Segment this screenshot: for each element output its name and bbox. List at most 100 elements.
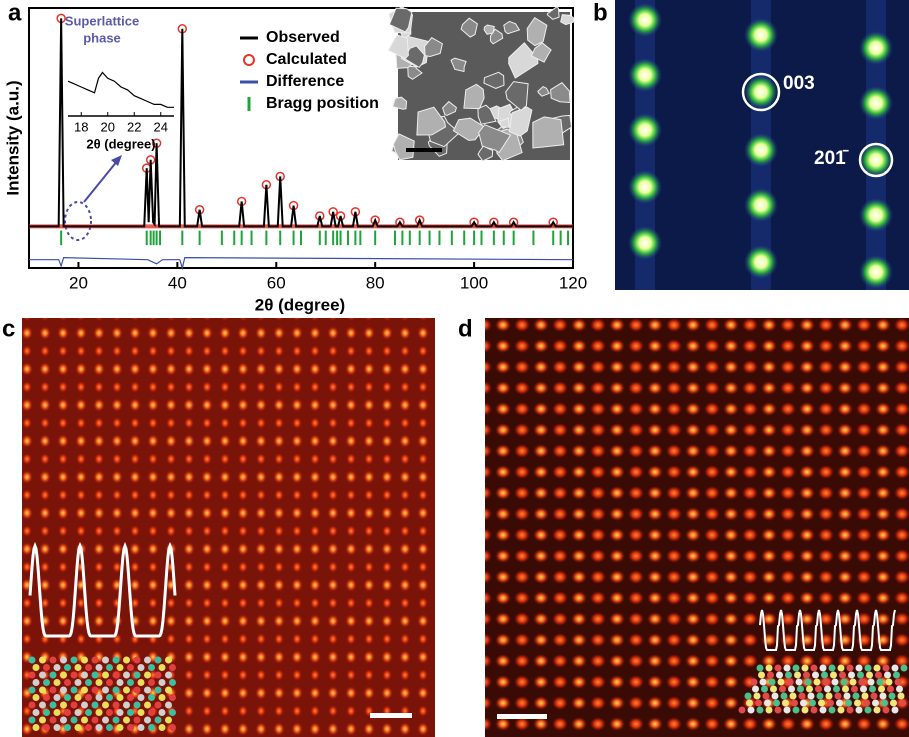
- atom: [878, 685, 885, 693]
- atom: [53, 694, 61, 701]
- atom: [810, 706, 818, 714]
- atom: [774, 664, 782, 672]
- atom: [837, 706, 845, 714]
- grain: [392, 133, 415, 161]
- atom: [81, 686, 88, 694]
- atom: [39, 686, 46, 694]
- grain: [503, 20, 521, 35]
- atom: [849, 678, 857, 686]
- atom: [70, 701, 78, 709]
- atom: [127, 694, 134, 701]
- atom: [28, 701, 36, 709]
- atom: [758, 671, 765, 679]
- atom: [49, 686, 57, 694]
- atom: [756, 706, 764, 714]
- atom: [106, 679, 113, 686]
- atom: [137, 694, 145, 701]
- atom: [165, 656, 172, 664]
- atom: [840, 678, 848, 686]
- calculated-point: [414, 215, 425, 225]
- atom: [768, 678, 776, 686]
- atom: [74, 664, 82, 671]
- atom: [864, 706, 872, 714]
- stem-overlay: [738, 609, 908, 714]
- atom: [813, 678, 821, 686]
- atom: [804, 678, 812, 686]
- grain: [477, 145, 494, 162]
- atom: [148, 679, 155, 686]
- observed-line: [29, 18, 573, 228]
- atom: [112, 656, 120, 664]
- diffraction-spot: [628, 3, 662, 37]
- diffraction-spot: [744, 133, 778, 167]
- atom: [102, 656, 109, 664]
- atom: [794, 671, 801, 679]
- atom: [165, 716, 172, 724]
- atom: [887, 685, 894, 693]
- atom: [70, 716, 78, 724]
- atom: [864, 664, 872, 672]
- panel-label: c: [2, 315, 15, 342]
- atom: [885, 678, 893, 686]
- atom: [154, 686, 162, 694]
- atom: [60, 686, 67, 694]
- atom: [752, 685, 759, 693]
- atom: [32, 694, 40, 701]
- grain: [478, 124, 512, 154]
- atom: [32, 724, 40, 731]
- diffraction-spot: [859, 255, 893, 289]
- atom: [873, 664, 881, 672]
- atom: [102, 686, 109, 694]
- atom: [144, 686, 151, 694]
- atom: [102, 716, 109, 724]
- atom: [91, 716, 99, 724]
- atom: [852, 692, 860, 700]
- atom: [39, 701, 46, 709]
- atom: [756, 664, 764, 672]
- atom: [801, 664, 809, 672]
- atom: [158, 694, 166, 701]
- atom: [112, 686, 120, 694]
- atom: [158, 664, 166, 671]
- atom: [32, 679, 40, 686]
- x-tick-label: 20: [69, 273, 88, 292]
- atom: [154, 701, 162, 709]
- atom: [824, 685, 831, 693]
- atom: [792, 706, 800, 714]
- atom: [106, 694, 113, 701]
- atom: [761, 685, 768, 693]
- atom: [123, 716, 130, 724]
- atom: [750, 678, 758, 686]
- atom: [759, 678, 767, 686]
- atom: [137, 679, 145, 686]
- atom: [836, 699, 843, 707]
- scale-bar: [497, 714, 547, 719]
- atom: [39, 671, 46, 679]
- atom: [137, 724, 145, 731]
- atom: [106, 664, 113, 671]
- atom: [843, 692, 851, 700]
- atom: [816, 692, 824, 700]
- atom: [49, 671, 57, 679]
- atom: [879, 692, 887, 700]
- atom: [819, 664, 827, 672]
- grain: [499, 117, 510, 128]
- atom: [74, 709, 82, 716]
- atom: [800, 699, 807, 707]
- atom: [897, 692, 905, 700]
- inset-line: [67, 71, 174, 108]
- inset-title: phase: [83, 30, 121, 45]
- grain: [532, 116, 565, 149]
- arrow-head: [111, 155, 122, 166]
- grain: [483, 71, 505, 89]
- grain: [403, 45, 425, 69]
- atom: [846, 706, 854, 714]
- panel-label: b: [593, 0, 608, 26]
- atom: [860, 685, 867, 693]
- atom: [158, 679, 166, 686]
- atom: [821, 671, 828, 679]
- atom: [899, 699, 906, 707]
- atom: [64, 709, 71, 716]
